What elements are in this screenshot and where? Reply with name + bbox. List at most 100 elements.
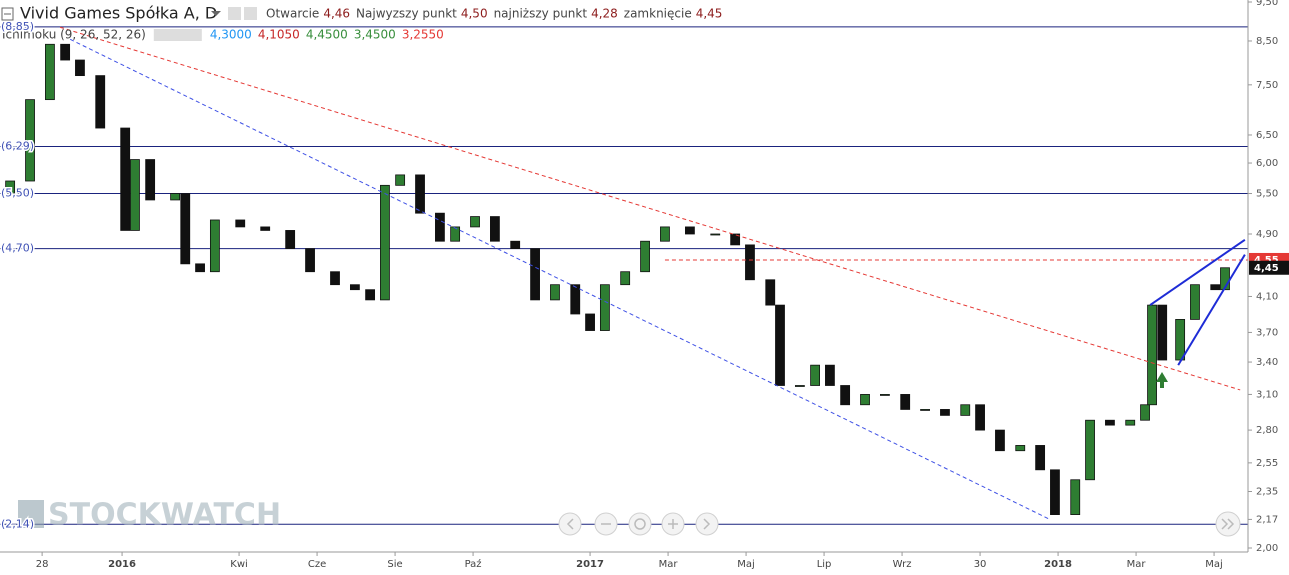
y-tick-label: 3,10 [1256, 389, 1278, 400]
x-tick-label: Maj [737, 559, 755, 570]
candle-body [825, 364, 835, 386]
candle-body [745, 244, 755, 281]
candle-body [380, 184, 390, 301]
candle-body [660, 226, 670, 242]
candle-body [415, 174, 425, 214]
candle-body [490, 216, 500, 242]
settings-icon[interactable] [244, 7, 257, 20]
indicator-value: 3,2550 [402, 28, 444, 42]
candle-body [585, 313, 595, 331]
candle-body [1105, 419, 1115, 426]
candle-body [349, 284, 360, 291]
x-tick-label: Paź [465, 558, 482, 570]
x-tick-label: Mar [659, 559, 679, 570]
ohlc-label: Otwarcie [266, 7, 319, 21]
candle-body [900, 394, 911, 410]
candle-body [794, 385, 805, 387]
candle-body [730, 233, 741, 246]
symbol-title: Vivid Games Spółka A, D [20, 4, 217, 23]
candle-body [180, 193, 191, 265]
y-tick-label: 2,00 [1256, 543, 1278, 554]
watermark: STOCKWATCH [48, 498, 281, 533]
x-tick-label: Lip [817, 559, 832, 570]
x-tick-label: Cze [308, 559, 326, 570]
candle-body [1147, 304, 1157, 406]
candle-body [1210, 284, 1221, 291]
candle-body [395, 174, 406, 186]
trend-line [1177, 254, 1246, 366]
x-tick-label: Sie [387, 559, 402, 570]
nav-icon [634, 518, 646, 530]
arrow-annotation [1156, 372, 1168, 388]
candle-body [775, 304, 785, 386]
price-tag-label: 4,45 [1254, 263, 1279, 274]
x-tick-label: Kwi [230, 559, 248, 570]
y-tick-label: 3,40 [1256, 357, 1278, 368]
y-tick-label: 6,50 [1256, 130, 1278, 141]
candle-body [1035, 445, 1046, 471]
candle-body [599, 284, 610, 331]
candle-body [1190, 284, 1200, 320]
candle-body [235, 219, 246, 228]
indicator-icons [153, 29, 202, 41]
candle-body [765, 279, 776, 306]
candle-body [1085, 419, 1095, 481]
candle-body [470, 216, 480, 228]
y-tick-label: 3,70 [1256, 327, 1278, 338]
candle-body [5, 180, 16, 194]
ohlc-value: 4,50 [461, 7, 488, 21]
candle-body [450, 226, 461, 242]
eye-icon[interactable] [228, 7, 241, 20]
nav-icons [566, 518, 1235, 530]
ohlc-value: 4,28 [591, 7, 618, 21]
candle-body [1175, 319, 1186, 361]
candle-body [810, 364, 820, 386]
ohlc-value: 4,45 [696, 7, 723, 21]
candle-body [1157, 304, 1168, 361]
y-tick-label: 4,10 [1256, 291, 1278, 302]
candle-body [435, 212, 445, 242]
candle-body [1140, 404, 1150, 421]
candle-body [570, 284, 581, 315]
candle-body [25, 99, 35, 182]
y-tick-label: 6,00 [1256, 158, 1278, 169]
candle-body [1070, 479, 1081, 516]
x-tick-label: Maj [1205, 559, 1223, 570]
candle-body [75, 59, 85, 77]
candle-body [130, 159, 140, 231]
candle-body [120, 127, 131, 231]
candle-body [60, 43, 71, 61]
y-tick-label: 5,50 [1256, 189, 1278, 200]
candle-body [530, 248, 540, 301]
level-label: (5,50) [1, 187, 34, 200]
candle-body [510, 240, 521, 249]
y-tick-label: 2,17 [1256, 514, 1278, 525]
candle-body [305, 248, 315, 273]
collapse-icon[interactable] [1, 7, 14, 21]
level-label: (4,70) [1, 242, 34, 255]
x-tick-label: 2017 [576, 559, 604, 570]
candle-body [685, 226, 695, 235]
scroll-left-button[interactable] [558, 512, 582, 536]
reset-button[interactable] [628, 512, 652, 536]
candle-body [260, 226, 271, 231]
y-tick-label: 2,35 [1256, 486, 1278, 497]
candle-body [45, 43, 55, 101]
ohlc-label: Najwyzszy punkt [356, 7, 457, 21]
price-tag-label: 4,55 [1254, 255, 1279, 266]
price-tag [1249, 260, 1289, 275]
candle-body [145, 159, 156, 201]
ohlc-value: 4,46 [323, 7, 350, 21]
candle-body [95, 75, 106, 129]
indicator-value: 4,1050 [258, 28, 300, 42]
indicator-value: 4,3000 [210, 28, 252, 42]
candle-body [880, 394, 890, 396]
scroll-right-button[interactable] [695, 512, 719, 536]
indicator-value: 4,4500 [306, 28, 348, 42]
candle-body [710, 233, 721, 236]
y-tick-label: 2,55 [1256, 458, 1278, 469]
dropdown-icon[interactable] [211, 11, 221, 16]
y-tick-label: 4,90 [1256, 229, 1278, 240]
